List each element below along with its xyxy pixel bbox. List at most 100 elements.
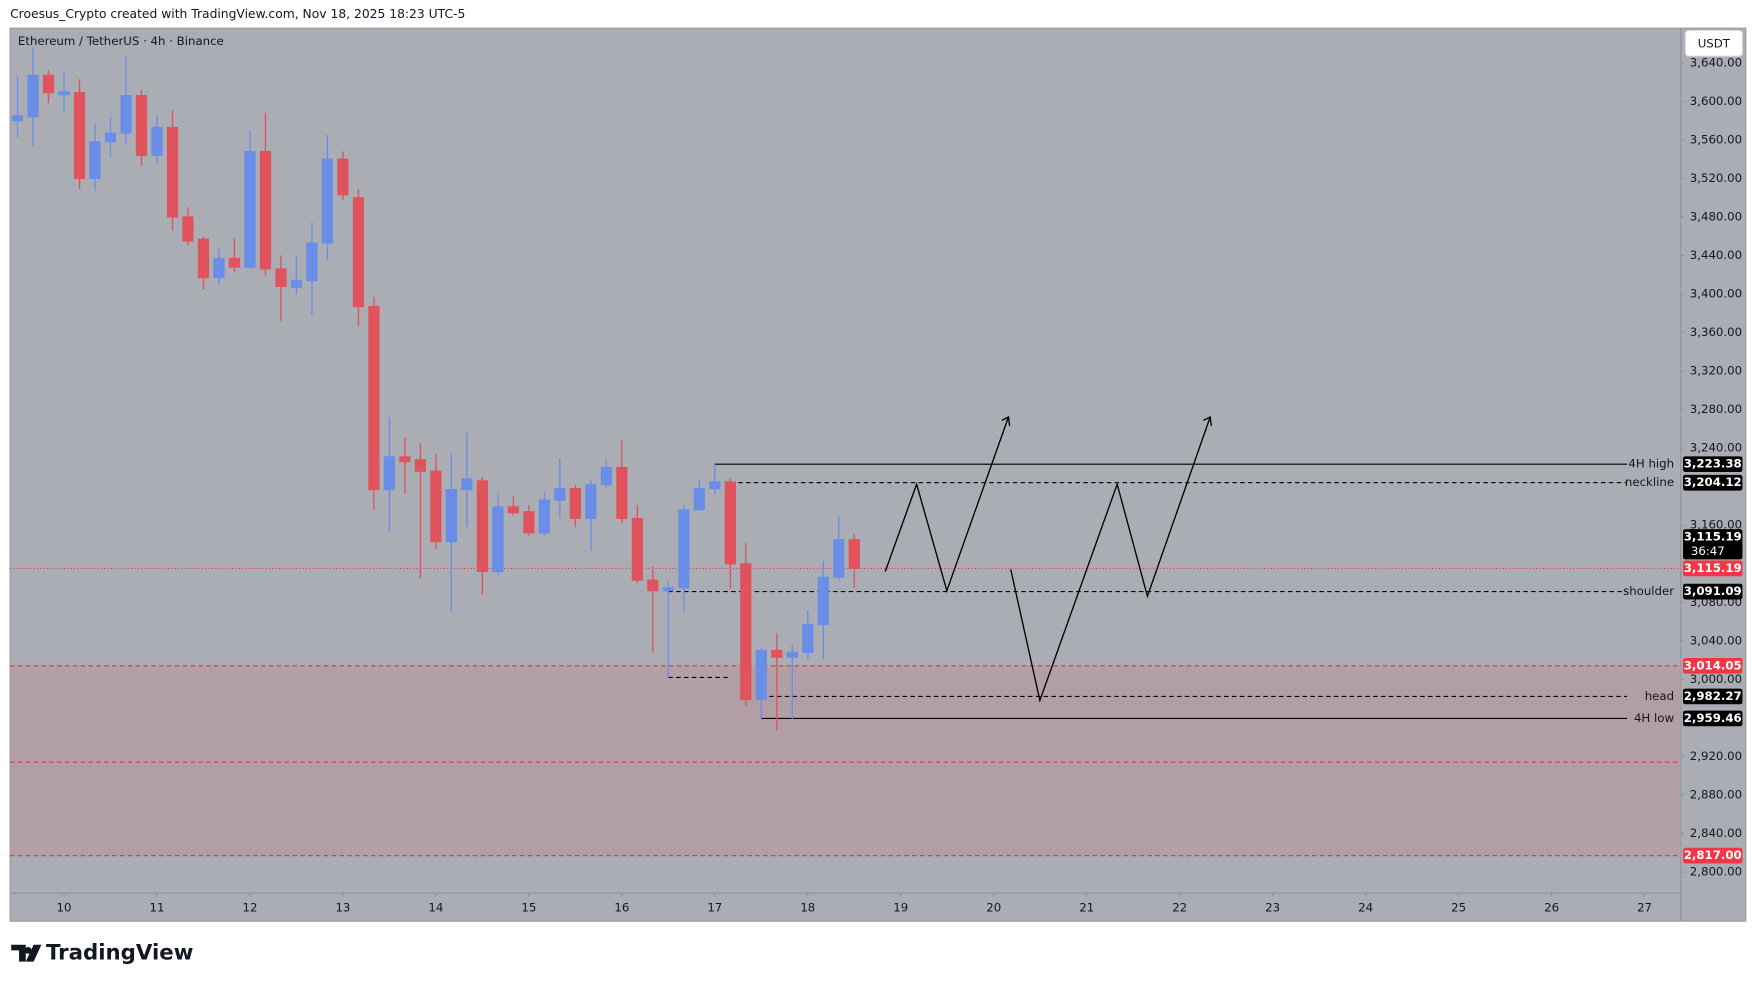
candle-body [151, 126, 163, 156]
candle-body [786, 651, 798, 658]
candle-body [538, 499, 551, 534]
y-tick-label: 3,520.00 [1690, 171, 1742, 185]
candle-body [693, 488, 705, 511]
candle-body [616, 466, 628, 520]
candle-body [585, 484, 597, 520]
x-tick-label: 21 [1079, 900, 1094, 914]
x-tick-label: 20 [986, 900, 1001, 914]
projection-path [884, 416, 1010, 593]
plot-layer [10, 47, 1681, 857]
candle-body [135, 95, 148, 156]
y-tick-label: 3,280.00 [1690, 402, 1742, 416]
zone-price: 3,014.05 [1684, 658, 1742, 672]
candle-body [166, 126, 179, 218]
y-tick-label: 3,160.00 [1690, 518, 1742, 532]
candle-body [802, 623, 814, 653]
level-price: 2,959.46 [1684, 711, 1742, 725]
candle-body [755, 649, 767, 701]
candle-body [523, 511, 535, 534]
candle-body [600, 466, 612, 486]
candle-body [244, 150, 256, 268]
y-tick-label: 3,480.00 [1690, 209, 1742, 223]
level-price-box [1683, 710, 1743, 727]
candle-body [104, 132, 117, 143]
x-tick-label: 11 [150, 900, 165, 914]
candle-body [678, 509, 690, 589]
x-tick-label: 23 [1265, 900, 1280, 914]
logo [11, 944, 42, 962]
candle-body [476, 480, 488, 573]
last-price-top: 3,115.19 [1684, 530, 1742, 544]
y-tick-label: 3,640.00 [1690, 55, 1742, 69]
x-tick-label: 27 [1637, 900, 1652, 914]
level-price: 3,204.12 [1684, 475, 1742, 489]
candle-body [11, 115, 24, 122]
level-name: 4H low [1634, 711, 1674, 725]
y-tick-label: 2,800.00 [1690, 865, 1742, 879]
candle-body [833, 539, 845, 578]
candle-body [352, 197, 365, 308]
level-name: 4H high [1628, 457, 1674, 471]
candle-body [275, 268, 287, 287]
logo-text: TradingView [46, 941, 193, 966]
candle-body [42, 74, 55, 94]
candle-body [492, 506, 504, 573]
candle-body [290, 279, 303, 288]
candle-body [58, 91, 70, 96]
candle-body [337, 158, 349, 196]
x-tick-label: 15 [521, 900, 536, 914]
x-tick-label: 14 [428, 900, 443, 914]
candle-body [182, 216, 194, 242]
y-tick-label: 3,560.00 [1690, 132, 1742, 146]
candle-body [631, 517, 643, 581]
candle-body [414, 459, 426, 472]
chart-title: Ethereum / TetherUS · 4h · Binance [18, 34, 224, 48]
level-name: neckline [1625, 475, 1674, 489]
level-price-box [1683, 688, 1743, 705]
x-tick-label: 17 [707, 900, 722, 914]
level-price-box [1683, 456, 1743, 473]
credit: Croesus_Crypto created with TradingView.… [10, 7, 465, 21]
candle-body [554, 488, 566, 501]
currency-button[interactable] [1684, 29, 1743, 57]
y-tick-label: 3,000.00 [1690, 672, 1742, 686]
zone [10, 665, 1681, 856]
x-tick-label: 12 [242, 900, 257, 914]
candle-body [89, 141, 101, 179]
y-tick-label: 3,240.00 [1690, 441, 1742, 455]
y-tick-label: 3,400.00 [1690, 287, 1742, 301]
level-price: 3,223.38 [1684, 457, 1742, 471]
y-tick-label: 3,320.00 [1690, 364, 1742, 378]
y-tick-label: 2,880.00 [1690, 787, 1742, 801]
level-price: 2,982.27 [1684, 689, 1742, 703]
level-name: shoulder [1623, 584, 1674, 598]
candle-body [848, 539, 860, 569]
y-tick-label: 2,840.00 [1690, 826, 1742, 840]
logo-icon [11, 944, 42, 962]
countdown-box [1683, 529, 1743, 560]
candle-body [213, 257, 225, 279]
level-price-box [1683, 583, 1743, 600]
level-price: 3,091.09 [1684, 584, 1742, 598]
countdown: 36:47 [1691, 544, 1725, 558]
candle-body [724, 481, 736, 565]
candle-body [817, 576, 829, 626]
candle-body [197, 238, 210, 279]
x-tick-label: 25 [1451, 900, 1466, 914]
candle-body [321, 158, 334, 244]
zone-price-box [1683, 657, 1743, 674]
y-tick-label: 3,360.00 [1690, 325, 1742, 339]
last-price: 3,115.19 [1684, 561, 1742, 575]
projection-path [1010, 416, 1211, 703]
candle-body [709, 481, 721, 490]
candle-body [306, 242, 318, 282]
candle-body [445, 489, 458, 543]
x-tick-label: 18 [800, 900, 815, 914]
candle-body [383, 456, 396, 491]
candle-body [507, 506, 519, 514]
last-price-box [1683, 560, 1743, 577]
projection-arrow [1001, 415, 1011, 427]
x-tick-label: 19 [893, 900, 908, 914]
